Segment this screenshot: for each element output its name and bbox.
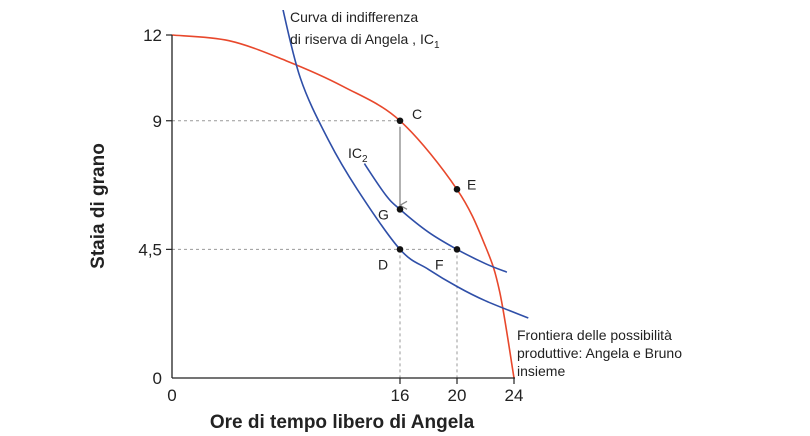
ic2-curve	[363, 163, 508, 273]
x-tick-label: 0	[167, 386, 176, 405]
point-label-e: E	[467, 176, 476, 192]
ic1-label-line1: Curva di indifferenza	[290, 9, 418, 25]
point-c	[396, 117, 404, 125]
y-tick-label: 0	[153, 369, 162, 388]
guide-lines	[172, 120, 458, 378]
x-tick-label: 16	[391, 386, 410, 405]
x-axis-title: Ore di tempo libero di Angela	[210, 412, 475, 433]
ic1-label-line2: di riserva di Angela , IC1	[290, 31, 440, 51]
point-f	[453, 246, 461, 253]
point-d	[396, 246, 404, 253]
point-e	[453, 186, 461, 193]
point-label-f: F	[435, 256, 444, 272]
point-label-d: D	[378, 256, 388, 272]
y-tick-label: 12	[143, 26, 162, 45]
curves	[171, 10, 529, 379]
ppf-label-line3: insieme	[517, 363, 565, 379]
point-g	[396, 206, 404, 213]
ppf-curve	[171, 34, 515, 379]
ic2-label-sub: 2	[362, 154, 368, 165]
x-tick-label: 20	[448, 386, 467, 405]
ic2-label: IC2	[348, 145, 368, 165]
ppf-label-line2: produttive: Angela e Bruno	[517, 345, 682, 361]
point-label-g: G	[378, 206, 389, 222]
y-ticks: 0 4,5 9 12	[138, 26, 172, 388]
point-label-c: C	[412, 106, 422, 122]
points: C E G D F	[378, 106, 476, 273]
ppf-label-line1: Frontiera delle possibilità	[517, 327, 672, 343]
ic2-label-main: IC	[348, 145, 362, 161]
x-tick-label: 24	[505, 386, 524, 405]
ic1-label-sub: 1	[434, 40, 440, 51]
y-axis-title: Staia di grano	[88, 143, 109, 269]
ic1-curve	[282, 10, 529, 319]
y-tick-label: 4,5	[138, 240, 162, 259]
y-tick-label: 9	[153, 112, 162, 131]
ic1-label-main: di riserva di Angela , IC	[290, 31, 434, 47]
x-ticks: 0 16 20 24	[167, 378, 523, 405]
